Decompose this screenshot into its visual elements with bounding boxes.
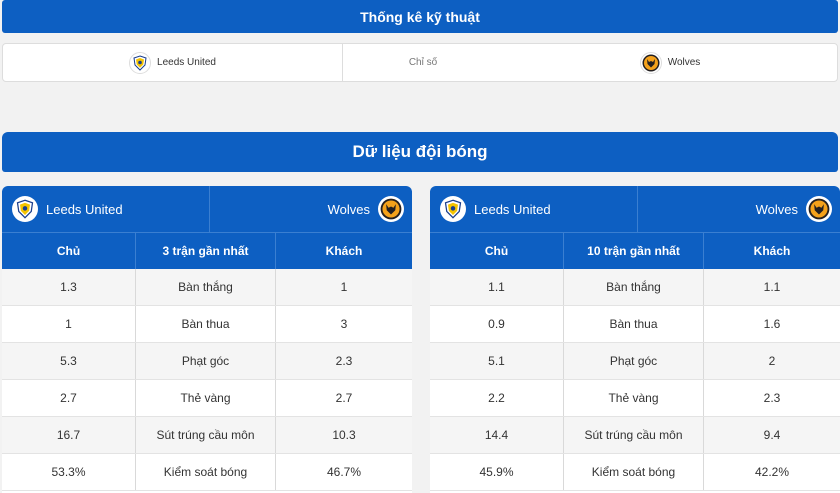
- stat-label: Bàn thắng: [564, 269, 704, 305]
- stat-label: Thẻ vàng: [564, 380, 704, 416]
- summary-home-team[interactable]: Leeds United: [3, 44, 343, 81]
- wolves-crest-icon: [378, 196, 404, 222]
- column-home: Chủ: [2, 233, 136, 269]
- table-row: 2.7 Thẻ vàng 2.7: [2, 380, 412, 417]
- home-value: 5.3: [2, 343, 136, 379]
- away-value: 2.3: [763, 391, 781, 405]
- away-value: 42.2%: [754, 465, 790, 479]
- home-value: 45.9%: [430, 454, 564, 490]
- column-period: 3 trận gần nhất: [136, 233, 276, 269]
- home-value: 16.7: [2, 417, 136, 453]
- panel-home-team[interactable]: Leeds United: [430, 186, 638, 232]
- table-row: 0.9 Bàn thua 1.6: [430, 306, 840, 343]
- away-value: 1: [340, 280, 348, 294]
- summary-away-team-name: Wolves: [667, 57, 701, 68]
- table-row: 5.3 Phạt góc 2.3: [2, 343, 412, 380]
- stats-rows: 1.3 Bàn thắng 1 1 Bàn thua 3 5.3 Phạt gó…: [2, 269, 412, 491]
- away-value: 2: [768, 354, 776, 368]
- stats-rows: 1.1 Bàn thắng 1.1 0.9 Bàn thua 1.6 5.1 P…: [430, 269, 840, 491]
- column-period: 10 trận gần nhất: [564, 233, 704, 269]
- table-row: 14.4 Sút trúng cầu môn 9.4: [430, 417, 840, 454]
- away-value: 46.7%: [326, 465, 362, 479]
- stat-label: Bàn thua: [136, 306, 276, 342]
- teams-summary-row: Leeds United Chỉ số Wolves: [2, 43, 838, 82]
- stat-label: Sút trúng cầu môn: [136, 417, 276, 453]
- panel-away-team-name: Wolves: [327, 201, 370, 217]
- column-home: Chủ: [430, 233, 564, 269]
- home-value: 2.2: [430, 380, 564, 416]
- home-value: 1.1: [430, 269, 564, 305]
- team-data-section-title: Dữ liệu đội bóng: [2, 132, 838, 172]
- wolves-crest-icon: [806, 196, 832, 222]
- panel-home-team-name: Leeds United: [46, 201, 123, 217]
- table-row: 1.3 Bàn thắng 1: [2, 269, 412, 306]
- summary-middle-label: Chỉ số: [408, 57, 438, 68]
- away-value: 1.6: [763, 317, 781, 331]
- stats-panel-recent-10: Leeds United Wolves Chủ 10 trận gần nhất…: [430, 186, 840, 493]
- table-row: 53.3% Kiểm soát bóng 46.7%: [2, 454, 412, 491]
- panel-team-header: Leeds United Wolves: [430, 186, 840, 232]
- stat-label: Thẻ vàng: [136, 380, 276, 416]
- table-row: 1 Bàn thua 3: [2, 306, 412, 343]
- column-away: Khách: [753, 244, 791, 258]
- away-value: 9.4: [763, 428, 781, 442]
- panel-home-team[interactable]: Leeds United: [2, 186, 210, 232]
- home-value: 5.1: [430, 343, 564, 379]
- stat-label: Phạt góc: [136, 343, 276, 379]
- team-data-title: Dữ liệu đội bóng: [352, 142, 488, 161]
- summary-away-team[interactable]: Wolves: [503, 44, 837, 81]
- table-row: 5.1 Phạt góc 2: [430, 343, 840, 380]
- table-row: 16.7 Sút trúng cầu môn 10.3: [2, 417, 412, 454]
- away-value: 2.7: [335, 391, 353, 405]
- table-row: 45.9% Kiểm soát bóng 42.2%: [430, 454, 840, 491]
- stat-label: Kiểm soát bóng: [564, 454, 704, 490]
- away-value: 1.1: [763, 280, 781, 294]
- panel-away-team[interactable]: Wolves: [638, 186, 840, 232]
- stat-label: Kiểm soát bóng: [136, 454, 276, 490]
- technical-stats-title: Thống kê kỹ thuật: [360, 8, 480, 25]
- panel-column-headers: Chủ 3 trận gần nhất Khách: [2, 232, 412, 269]
- leeds-crest-icon: [129, 51, 152, 74]
- panel-home-team-name: Leeds United: [474, 201, 551, 217]
- table-row: 2.2 Thẻ vàng 2.3: [430, 380, 840, 417]
- home-value: 0.9: [430, 306, 564, 342]
- summary-home-team-name: Leeds United: [157, 57, 216, 68]
- home-value: 14.4: [430, 417, 564, 453]
- leeds-crest-icon: [440, 196, 466, 222]
- panel-away-team[interactable]: Wolves: [210, 186, 412, 232]
- stat-label: Phạt góc: [564, 343, 704, 379]
- technical-stats-header: Thống kê kỹ thuật: [2, 0, 838, 33]
- panel-team-header: Leeds United Wolves: [2, 186, 412, 232]
- home-value: 1.3: [2, 269, 136, 305]
- home-value: 1: [2, 306, 136, 342]
- stat-label: Bàn thắng: [136, 269, 276, 305]
- home-value: 2.7: [2, 380, 136, 416]
- away-value: 2.3: [335, 354, 353, 368]
- stats-panel-recent-3: Leeds United Wolves Chủ 3 trận gần nhất …: [2, 186, 412, 493]
- panel-away-team-name: Wolves: [755, 201, 798, 217]
- home-value: 53.3%: [2, 454, 136, 490]
- panel-column-headers: Chủ 10 trận gần nhất Khách: [430, 232, 840, 269]
- leeds-crest-icon: [12, 196, 38, 222]
- away-value: 3: [340, 317, 348, 331]
- wolves-crest-icon: [639, 51, 662, 74]
- table-row: 1.1 Bàn thắng 1.1: [430, 269, 840, 306]
- stat-label: Sút trúng cầu môn: [564, 417, 704, 453]
- away-value: 10.3: [332, 428, 356, 442]
- column-away: Khách: [325, 244, 363, 258]
- stat-label: Bàn thua: [564, 306, 704, 342]
